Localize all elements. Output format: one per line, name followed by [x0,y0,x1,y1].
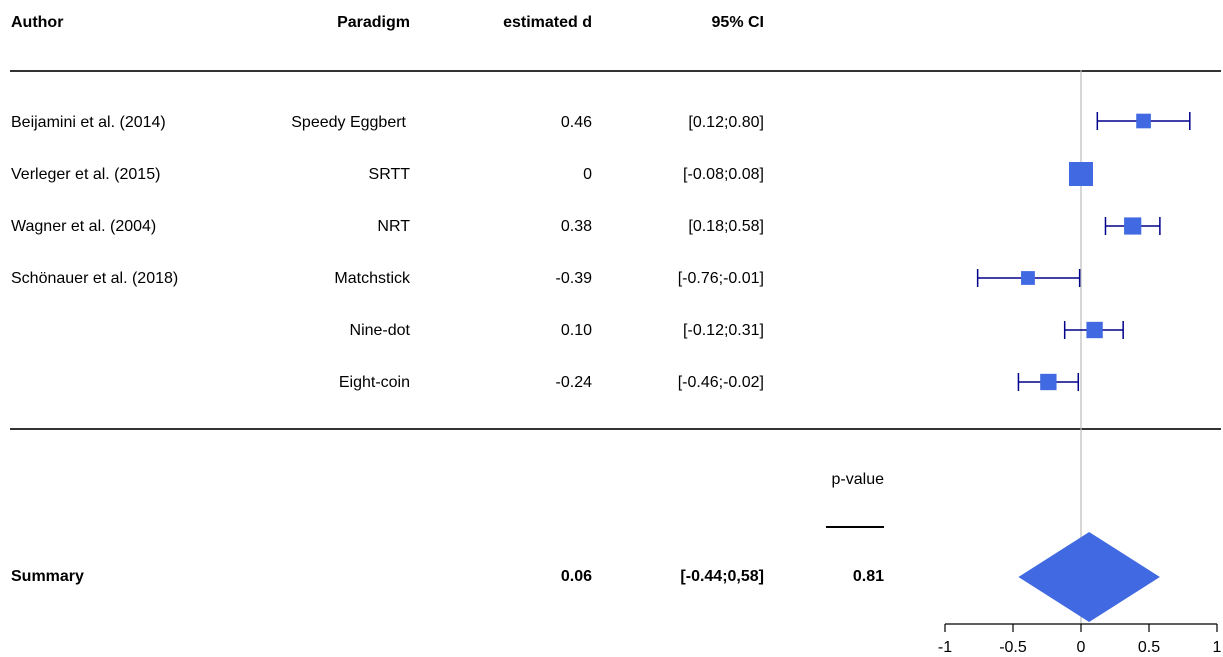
row-paradigm: Eight-coin [338,374,410,391]
summary-diamond [1018,532,1160,622]
header-95-ci: 95% CI [711,14,764,31]
study-estimate-marker [1124,217,1142,235]
pvalue-header: p-value [831,471,884,488]
x-axis-tick-label: -0.5 [999,639,1027,656]
header-rule [10,70,1221,72]
row-ci: [-0.76;-0.01] [677,270,764,287]
x-axis-tick-label: -1 [938,639,952,656]
row-author: Beijamini et al. (2014) [11,114,166,131]
study-estimate-marker [1021,271,1035,285]
row-author: Schönauer et al. (2018) [11,270,179,287]
row-paradigm: Nine-dot [349,322,410,339]
row-ci: [-0.12;0.31] [683,322,764,339]
header-author: Author [11,14,64,31]
row-estimate: -0.39 [555,270,592,287]
header-estimated-d: estimated d [503,14,592,31]
row-author: Wagner et al. (2004) [11,218,157,235]
header-paradigm: Paradigm [337,14,410,31]
row-ci: [0.18;0.58] [688,218,764,235]
summary-ci: [-0.44;0,58] [680,568,764,585]
x-axis-tick-label: 0 [1077,639,1086,656]
row-ci: [0.12;0.80] [688,114,764,131]
summary-pvalue: 0.81 [852,568,884,585]
row-ci: [-0.08;0.08] [683,166,764,183]
summary-label: Summary [11,568,84,585]
row-paradigm: NRT [377,218,410,235]
row-paradigm: Matchstick [334,270,410,287]
pvalue-underline [826,526,884,528]
study-estimate-marker [1086,321,1103,339]
row-estimate: 0.46 [560,114,592,131]
row-estimate: 0.10 [560,322,592,339]
x-axis-tick-label: 1 [1213,639,1222,656]
row-paradigm: Speedy Eggbert [291,114,406,131]
study-estimate-marker [1136,113,1151,129]
study-estimate-marker [1040,373,1057,391]
row-estimate: 0 [583,166,592,183]
row-author: Verleger et al. (2015) [11,166,161,183]
row-ci: [-0.46;-0.02] [677,374,764,391]
study-estimate-marker [1069,162,1093,186]
x-axis-tick-label: 0.5 [1138,639,1160,656]
row-estimate: -0.24 [555,374,592,391]
row-paradigm: SRTT [368,166,410,183]
summary-rule [10,428,1221,430]
summary-estimate: 0.06 [560,568,592,585]
row-estimate: 0.38 [560,218,592,235]
